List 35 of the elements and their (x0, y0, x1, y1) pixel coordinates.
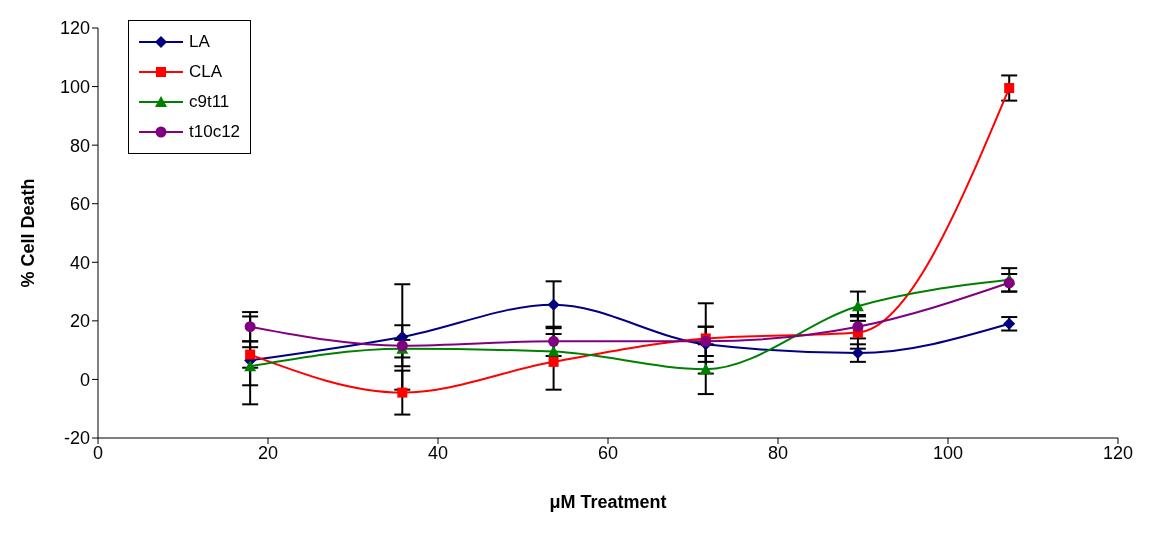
point (548, 356, 559, 367)
y-tick-label: 60 (69, 194, 90, 215)
y-tick-label: 20 (69, 311, 90, 332)
point (548, 335, 560, 347)
point (699, 363, 712, 375)
legend-label: LA (189, 32, 210, 52)
y-tick-label: 40 (69, 252, 90, 273)
point (1004, 83, 1015, 94)
point (547, 345, 560, 357)
legend-label: c9t11 (189, 92, 230, 112)
point (547, 298, 560, 311)
y-tick-label: 80 (69, 135, 90, 156)
y-tick-label: -20 (63, 428, 90, 449)
legend-label: t10c12 (189, 122, 241, 142)
point (244, 360, 257, 372)
point (245, 349, 256, 360)
x-tick-label: 120 (1102, 442, 1134, 463)
y-tick-label: 100 (59, 76, 90, 97)
x-axis-title: μM Treatment (549, 492, 667, 512)
y-axis-title: % Cell Death (18, 178, 39, 288)
point (852, 321, 864, 333)
point (1003, 277, 1015, 289)
y-tick-label: 0 (79, 369, 90, 390)
x-tick-label: 60 (597, 442, 619, 463)
x-tick-label: 80 (767, 442, 789, 463)
legend-label: CLA (189, 62, 223, 82)
x-tick-label: 100 (932, 442, 964, 463)
y-tick-label: 120 (59, 18, 90, 39)
x-tick-label: 20 (257, 442, 279, 463)
point (851, 300, 864, 312)
point (397, 387, 408, 398)
x-tick-label: 0 (92, 442, 104, 463)
point (244, 321, 256, 333)
x-tick-label: 40 (427, 442, 449, 463)
point (851, 347, 864, 360)
